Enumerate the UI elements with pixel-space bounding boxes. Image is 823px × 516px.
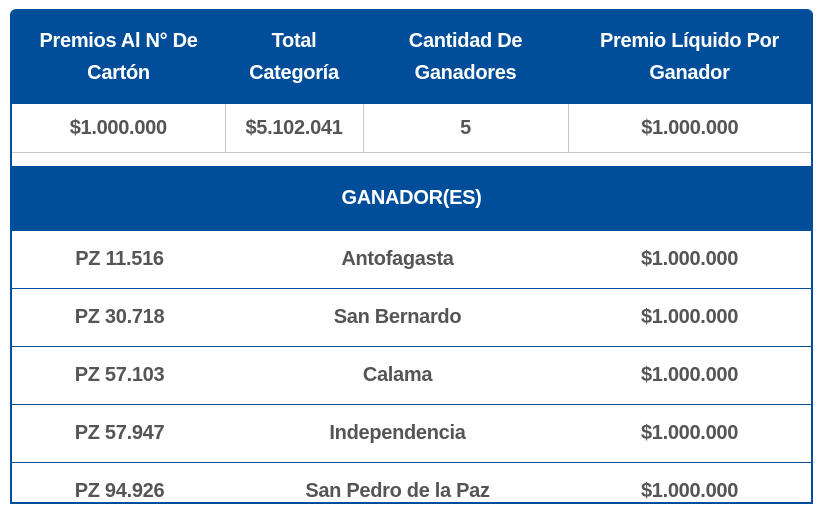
header-winner-count: Cantidad De Ganadores xyxy=(363,9,568,104)
table-row: PZ 94.926 San Pedro de la Paz $1.000.000 xyxy=(12,462,811,502)
summary-table: Premios Al N° De Cartón Total Categoría … xyxy=(12,9,811,153)
category-total: $5.102.041 xyxy=(225,104,364,153)
city: San Bernardo xyxy=(227,288,568,347)
prize-amount: $1.000.000 xyxy=(568,288,811,347)
winners-title: GANADOR(ES) xyxy=(12,166,811,231)
table-row: PZ 11.516 Antofagasta $1.000.000 xyxy=(12,230,811,289)
net-prize: $1.000.000 xyxy=(568,104,811,153)
table-row: PZ 30.718 San Bernardo $1.000.000 xyxy=(12,288,811,347)
header-net-prize: Premio Líquido Por Ganador xyxy=(568,9,811,104)
table-row: PZ 57.947 Independencia $1.000.000 xyxy=(12,404,811,463)
prize-amount: $1.000.000 xyxy=(568,462,811,502)
table-row: PZ 57.103 Calama $1.000.000 xyxy=(12,346,811,405)
ticket-code: PZ 30.718 xyxy=(12,288,227,347)
summary-header-row: Premios Al N° De Cartón Total Categoría … xyxy=(12,9,811,104)
header-category-total: Total Categoría xyxy=(225,9,363,104)
summary-values-row: $1.000.000 $5.102.041 5 $1.000.000 xyxy=(12,104,811,153)
city: San Pedro de la Paz xyxy=(227,462,568,502)
ticket-code: PZ 57.947 xyxy=(12,404,227,463)
city: Independencia xyxy=(227,404,568,463)
city: Calama xyxy=(227,346,568,405)
ticket-code: PZ 57.103 xyxy=(12,346,227,405)
prize-results-panel: Premios Al N° De Cartón Total Categoría … xyxy=(10,9,813,504)
ticket-code: PZ 94.926 xyxy=(12,462,227,502)
winners-table: GANADOR(ES) PZ 11.516 Antofagasta $1.000… xyxy=(12,166,811,502)
ticket-code: PZ 11.516 xyxy=(12,230,227,289)
header-prize-per-card: Premios Al N° De Cartón xyxy=(12,9,225,104)
prize-amount: $1.000.000 xyxy=(568,404,811,463)
prize-amount: $1.000.000 xyxy=(568,346,811,405)
city: Antofagasta xyxy=(227,230,568,289)
prize-per-card: $1.000.000 xyxy=(12,104,226,153)
winner-count: 5 xyxy=(363,104,569,153)
prize-amount: $1.000.000 xyxy=(568,230,811,289)
